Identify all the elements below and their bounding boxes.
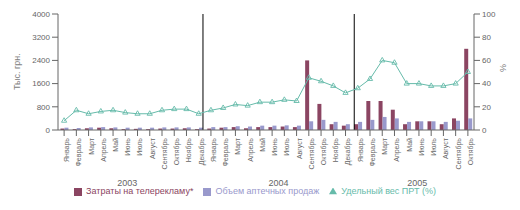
svg-text:80: 80 bbox=[482, 33, 491, 42]
svg-text:2005: 2005 bbox=[407, 178, 427, 188]
svg-text:Июнь: Июнь bbox=[124, 138, 131, 156]
svg-text:Март: Март bbox=[381, 137, 389, 155]
svg-text:100: 100 bbox=[482, 10, 496, 19]
svg-text:Апрель: Апрель bbox=[393, 138, 401, 162]
svg-text:Сентябрь: Сентябрь bbox=[455, 138, 463, 170]
svg-text:Май: Май bbox=[259, 138, 266, 152]
svg-text:Август: Август bbox=[296, 137, 304, 159]
svg-text:Июнь: Июнь bbox=[271, 138, 278, 156]
svg-text:Сентябрь: Сентябрь bbox=[161, 138, 169, 170]
svg-text:Декабрь: Декабрь bbox=[344, 138, 352, 166]
svg-text:Февраль: Февраль bbox=[222, 138, 230, 167]
html-text:Объем аптечных продаж: Объем аптечных продаж bbox=[215, 186, 320, 196]
svg-text:Январь: Январь bbox=[63, 138, 71, 162]
svg-text:1600: 1600 bbox=[32, 79, 50, 88]
svg-text:Март: Март bbox=[234, 137, 242, 155]
svg-text:Октябрь: Октябрь bbox=[320, 138, 328, 165]
svg-text:2003: 2003 bbox=[117, 178, 137, 188]
html-text:Затраты на телерекламу*: Затраты на телерекламу* bbox=[86, 186, 194, 196]
svg-text:Август: Август bbox=[149, 137, 157, 159]
svg-text:60: 60 bbox=[482, 56, 491, 65]
svg-text:20: 20 bbox=[482, 103, 491, 112]
svg-text:Май: Май bbox=[112, 138, 119, 152]
svg-text:Август: Август bbox=[442, 137, 450, 159]
svg-text:Ноябрь: Ноябрь bbox=[185, 138, 193, 163]
svg-text:4000: 4000 bbox=[32, 10, 50, 19]
svg-text:Февраль: Февраль bbox=[369, 138, 377, 167]
svg-text:40: 40 bbox=[482, 79, 491, 88]
svg-text:Июнь: Июнь bbox=[418, 138, 425, 156]
svg-text:800: 800 bbox=[37, 103, 51, 112]
html-text:Удельный вес ПРТ (%): Удельный вес ПРТ (%) bbox=[341, 186, 436, 196]
svg-text:Март: Март bbox=[88, 137, 96, 155]
svg-text:2004: 2004 bbox=[269, 178, 289, 188]
svg-text:0: 0 bbox=[482, 126, 487, 135]
svg-text:Октябрь: Октябрь bbox=[173, 138, 181, 165]
svg-text:Апрель: Апрель bbox=[247, 138, 255, 162]
svg-text:Май: Май bbox=[406, 138, 413, 152]
svg-text:Сентябрь: Сентябрь bbox=[308, 138, 316, 170]
svg-text:Июль: Июль bbox=[283, 138, 290, 156]
svg-text:Январь: Январь bbox=[357, 138, 365, 162]
svg-text:Октябрь: Октябрь bbox=[467, 138, 475, 165]
svg-text:Июль: Июль bbox=[136, 138, 143, 156]
svg-text:Тыс. грн.: Тыс. грн. bbox=[12, 53, 22, 90]
svg-text:Апрель: Апрель bbox=[100, 138, 108, 162]
svg-text:2400: 2400 bbox=[32, 56, 50, 65]
svg-text:Февраль: Февраль bbox=[75, 138, 83, 167]
svg-text:%: % bbox=[498, 64, 508, 72]
svg-text:Ноябрь: Ноябрь bbox=[332, 138, 340, 163]
svg-text:Январь: Январь bbox=[210, 138, 218, 162]
svg-text:3200: 3200 bbox=[32, 33, 50, 42]
svg-text:Июль: Июль bbox=[430, 138, 437, 156]
svg-text:Декабрь: Декабрь bbox=[198, 138, 206, 166]
svg-text:0: 0 bbox=[46, 126, 51, 135]
